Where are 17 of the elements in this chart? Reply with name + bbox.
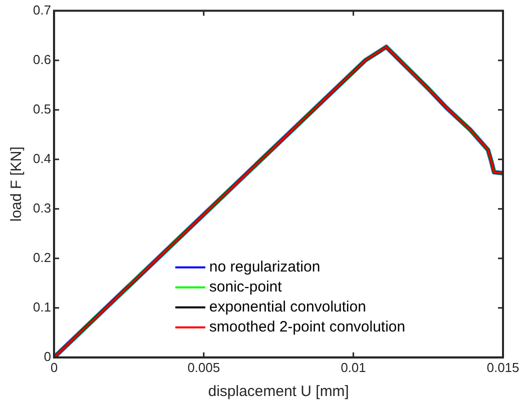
- y-tick-label: 0.5: [32, 101, 52, 116]
- y-tick-label: 0.2: [32, 250, 52, 265]
- x-axis-title: displacement U [mm]: [208, 383, 349, 400]
- legend-label: sonic-point: [209, 278, 283, 296]
- y-axis-title: load F [KN]: [8, 146, 26, 222]
- y-tick-label: 0.7: [32, 2, 52, 18]
- x-tick-label: 0.015: [486, 360, 520, 375]
- y-tick-label: 0.6: [32, 52, 52, 67]
- legend-label: no regularization: [209, 258, 320, 276]
- y-tick-label: 0: [44, 348, 52, 364]
- y-tick-label: 0.1: [32, 299, 52, 314]
- legend-label: exponential convolution: [209, 298, 366, 316]
- x-tick-label: 0.01: [340, 360, 366, 375]
- y-tick-label: 0.3: [32, 200, 52, 216]
- legend-label: smoothed 2-point convolution: [209, 318, 406, 336]
- y-tick-label: 0.4: [32, 150, 52, 166]
- x-tick-label: 0.005: [187, 360, 220, 375]
